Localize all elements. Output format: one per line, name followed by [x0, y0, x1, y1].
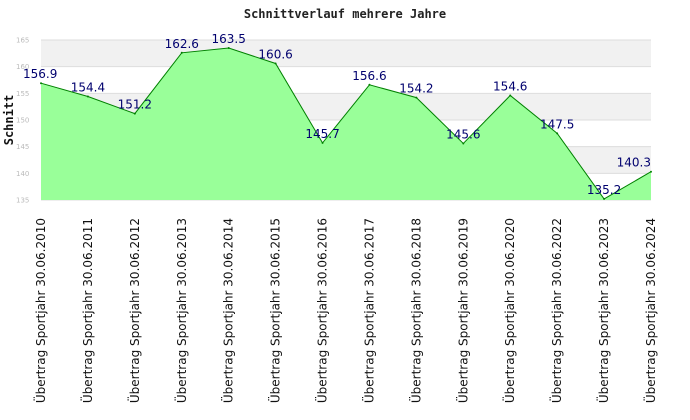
y-axis-label: Schnitt	[2, 95, 16, 146]
data-labels: 156.9 154.4 151.2 162.6 163.5 160.6 145.7 156.6…	[23, 32, 651, 197]
data-point	[509, 94, 512, 97]
x-tick-label: Übertrag Sportjahr 30.06.2011	[79, 218, 95, 403]
plot-band	[41, 40, 651, 67]
y-tick-label: 165	[16, 37, 29, 45]
x-tick-label: Übertrag Sportjahr 30.06.2024	[642, 218, 658, 403]
x-tick-label: Übertrag Sportjahr 30.06.2019	[454, 218, 470, 403]
data-point	[227, 47, 230, 49]
data-point	[321, 141, 324, 144]
data-point	[274, 62, 277, 65]
data-point	[86, 95, 89, 98]
x-tick-label: Übertrag Sportjahr 30.06.2020	[501, 218, 517, 403]
x-tick-label: Übertrag Sportjahr 30.06.2014	[220, 218, 236, 403]
data-label: 163.5	[212, 32, 246, 46]
data-label: 160.6	[258, 47, 292, 61]
data-label: 154.2	[399, 82, 433, 96]
series-line	[40, 47, 652, 200]
data-label: 156.6	[352, 69, 386, 83]
x-tick-label: Übertrag Sportjahr 30.06.2013	[173, 218, 189, 403]
data-point	[603, 197, 606, 200]
x-tick-label: Übertrag Sportjahr 30.06.2018	[407, 218, 423, 403]
x-tick-label: Übertrag Sportjahr 30.06.2016	[314, 218, 330, 403]
data-label: 147.5	[540, 117, 574, 131]
y-tick-label: 155	[16, 90, 29, 98]
y-tick-label: 145	[16, 143, 29, 151]
area-series	[40, 47, 652, 200]
data-label: 156.9	[23, 67, 57, 81]
chart-title: Schnittverlauf mehrere Jahre	[244, 7, 446, 21]
y-tick-label: 135	[16, 197, 29, 205]
y-axis-ticks: 135 140 145 150 155 160 165	[16, 37, 29, 205]
x-tick-label: Übertrag Sportjahr 30.06.2012	[126, 218, 142, 403]
data-label: 135.2	[587, 183, 621, 197]
data-point	[368, 83, 371, 86]
data-label: 154.6	[493, 79, 527, 93]
data-point	[650, 170, 652, 173]
data-point	[180, 51, 183, 54]
data-label: 162.6	[165, 37, 199, 51]
data-label: 145.7	[305, 127, 339, 141]
x-axis-ticks: Übertrag Sportjahr 30.06.2010 Übertrag Sp…	[32, 218, 658, 403]
data-label: 154.4	[71, 81, 105, 95]
data-label: 151.2	[118, 98, 152, 112]
data-point	[556, 132, 559, 135]
data-point	[415, 96, 418, 99]
x-tick-label: Übertrag Sportjahr 30.06.2010	[32, 218, 48, 403]
x-tick-label: Übertrag Sportjahr 30.06.2022	[548, 218, 564, 403]
y-tick-label: 160	[16, 63, 29, 71]
y-tick-label: 150	[16, 117, 29, 125]
plot-band	[41, 66, 651, 94]
data-label: 145.6	[446, 127, 480, 141]
x-tick-label: Übertrag Sportjahr 30.06.2015	[267, 218, 283, 403]
area-fill	[41, 48, 651, 200]
y-tick-label: 140	[16, 170, 29, 178]
data-label: 140.3	[617, 156, 651, 170]
x-tick-label: Übertrag Sportjahr 30.06.2017	[360, 218, 376, 403]
x-tick-label: Übertrag Sportjahr 30.06.2023	[595, 218, 611, 403]
data-point	[40, 82, 42, 85]
data-point	[462, 142, 465, 145]
data-point	[133, 112, 136, 115]
